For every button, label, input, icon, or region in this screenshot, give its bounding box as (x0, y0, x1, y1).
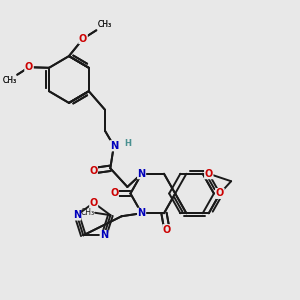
Text: N: N (100, 230, 108, 240)
Text: CH₃: CH₃ (98, 20, 112, 29)
Text: O: O (110, 188, 118, 199)
Text: CH₃: CH₃ (98, 20, 112, 29)
Text: O: O (205, 169, 213, 179)
Text: O: O (79, 34, 87, 44)
Text: O: O (163, 225, 171, 235)
Text: N: N (138, 208, 146, 218)
Text: O: O (89, 198, 98, 208)
Text: H: H (124, 139, 131, 148)
Text: O: O (163, 225, 171, 235)
Text: O: O (216, 188, 224, 199)
Text: O: O (25, 62, 33, 72)
Text: O: O (89, 166, 98, 176)
Text: H: H (124, 139, 131, 148)
Text: O: O (205, 169, 213, 179)
Text: O: O (79, 34, 87, 44)
Text: CH₃: CH₃ (2, 76, 16, 85)
Text: O: O (216, 188, 224, 199)
Text: CH₃: CH₃ (80, 208, 94, 217)
Text: N: N (138, 169, 146, 179)
Text: N: N (110, 141, 118, 151)
Text: N: N (138, 208, 146, 218)
Text: N: N (73, 210, 81, 220)
Text: O: O (110, 188, 118, 199)
Text: O: O (89, 166, 98, 176)
Text: CH₃: CH₃ (2, 76, 16, 85)
Text: N: N (138, 169, 146, 179)
Text: O: O (25, 62, 33, 72)
Text: N: N (110, 141, 118, 151)
